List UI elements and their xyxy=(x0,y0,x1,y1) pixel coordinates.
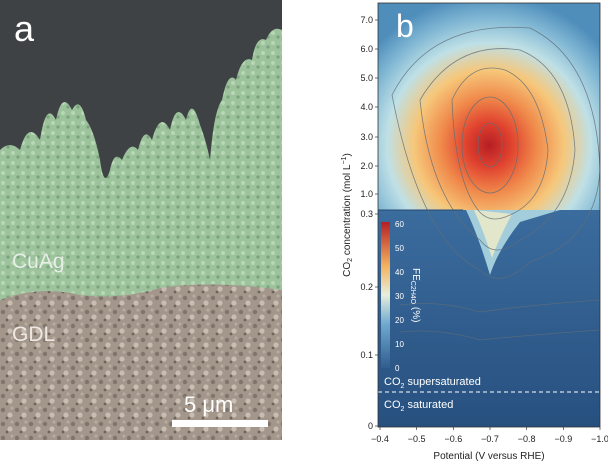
y-tick-label: 3.0 xyxy=(360,132,373,142)
colorbar-ticks: 60 50 40 30 20 10 0 xyxy=(395,220,404,373)
colorbar-tick-label: 20 xyxy=(395,316,404,325)
x-axis-label: Potential (V versus RHE) xyxy=(433,451,544,462)
panel-b-label: b xyxy=(396,8,414,44)
saturated-label: CO2 saturated xyxy=(384,399,453,413)
x-tick-label: −0.9 xyxy=(554,434,572,444)
x-tick-label: −0.7 xyxy=(481,434,499,444)
y-tick-label: 6.0 xyxy=(360,44,373,54)
sem-panel: a CuAg GDL 5 μm xyxy=(0,0,282,440)
heatmap-chart: 60 50 40 30 20 10 0 FEC2H4O (%) CO2 supersatur… xyxy=(341,2,608,462)
colorbar xyxy=(381,222,390,368)
x-tick-label: −0.5 xyxy=(408,434,426,444)
y-tick-label: 0 xyxy=(368,421,373,431)
x-tick-label: −0.6 xyxy=(444,434,462,444)
contour-lines xyxy=(391,26,600,341)
cuag-label: CuAg xyxy=(12,250,65,273)
heatmap-area xyxy=(378,3,600,427)
gdl-layer xyxy=(0,284,282,440)
colorbar-tick-label: 60 xyxy=(395,220,404,229)
colorbar-tick-label: 40 xyxy=(395,268,404,277)
colorbar-label: FEC2H4O (%) xyxy=(409,268,421,322)
dendrite-cluster xyxy=(0,28,282,300)
colorbar-tick-label: 30 xyxy=(395,292,404,301)
colorbar-tick-label: 10 xyxy=(395,340,404,349)
colorbar-tick-label: 0 xyxy=(395,364,400,373)
y-tick-label: 0.1 xyxy=(360,350,373,360)
y-axis-ticks: 7.0 6.0 5.0 4.0 3.0 2.0 1.0 0.3 0.2 0.1 0 xyxy=(360,15,378,431)
scale-bar-label: 5 μm xyxy=(184,392,234,417)
y-tick-label: 0.3 xyxy=(360,209,373,219)
x-tick-label: −0.4 xyxy=(371,434,389,444)
y-axis-label: CO2 concentration (mol L−1) xyxy=(341,153,354,277)
sem-micrograph xyxy=(0,0,282,440)
x-tick-label: −0.8 xyxy=(518,434,536,444)
scale-bar xyxy=(172,420,268,427)
panel-a-label: a xyxy=(14,8,35,49)
y-tick-label: 7.0 xyxy=(360,15,373,25)
y-tick-label: 5.0 xyxy=(360,73,373,83)
colorbar-tick-label: 50 xyxy=(395,244,404,253)
gdl-label: GDL xyxy=(12,323,56,346)
x-tick-label: −1.0 xyxy=(591,434,608,444)
heatmap-panel: 60 50 40 30 20 10 0 FEC2H4O (%) CO2 supersatur… xyxy=(282,0,608,465)
supersaturated-label: CO2 supersaturated xyxy=(384,376,481,390)
y-tick-label: 0.2 xyxy=(360,282,373,292)
x-axis-ticks: −0.4 −0.5 −0.6 −0.7 −0.8 −0.9 −1.0 xyxy=(371,427,608,444)
y-tick-label: 4.0 xyxy=(360,102,373,112)
y-tick-label: 2.0 xyxy=(360,161,373,171)
y-tick-label: 1.0 xyxy=(360,189,373,199)
